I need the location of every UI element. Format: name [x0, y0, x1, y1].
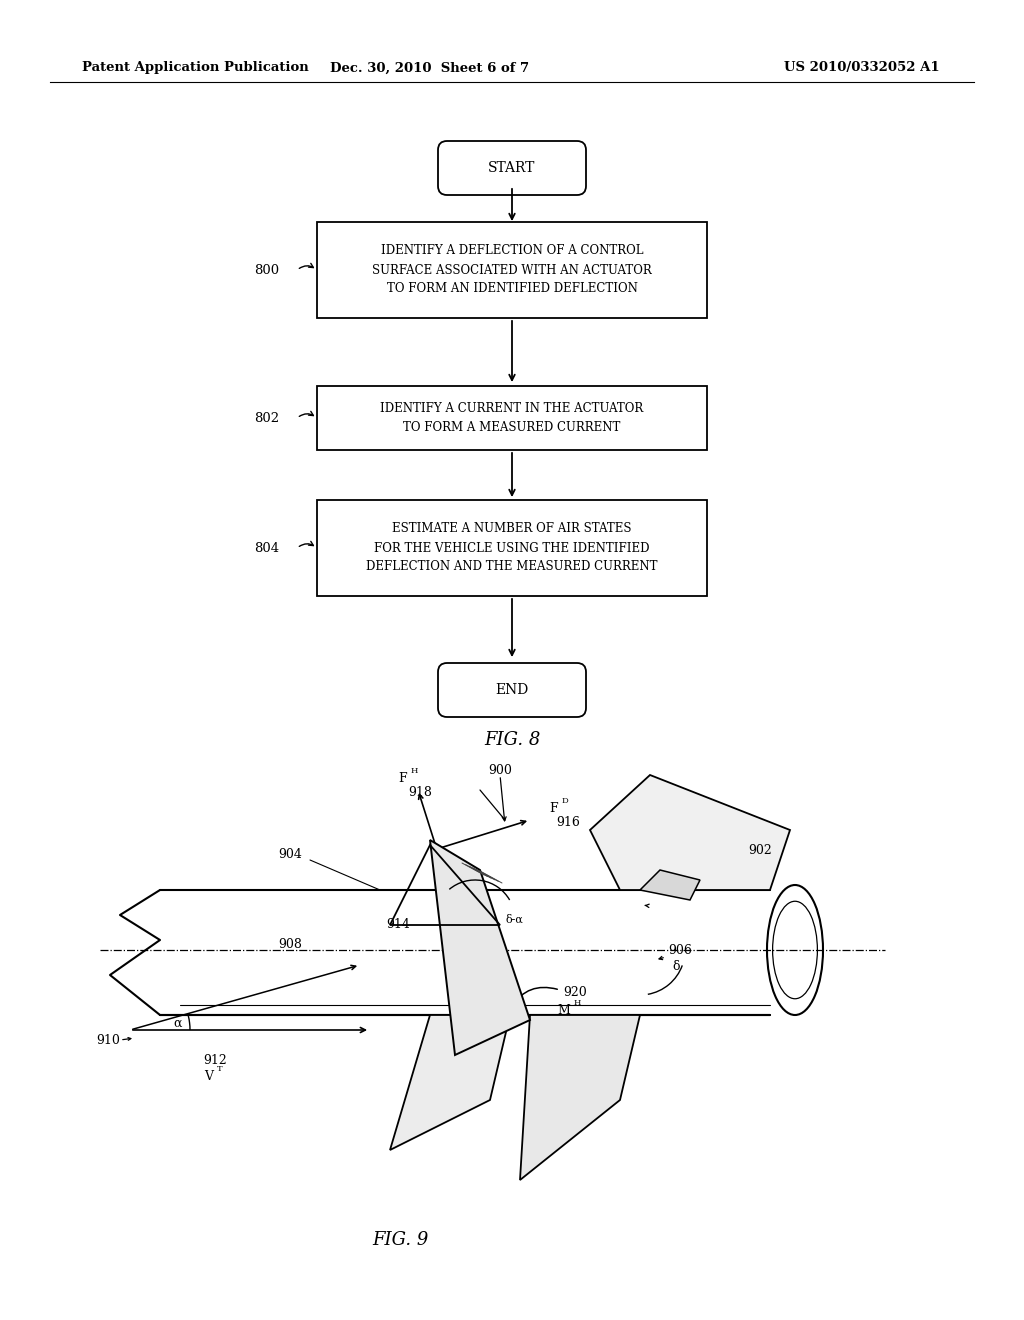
- Text: V: V: [204, 1069, 213, 1082]
- Text: 804: 804: [254, 541, 279, 554]
- Text: F: F: [398, 771, 407, 784]
- Text: Patent Application Publication: Patent Application Publication: [82, 62, 309, 74]
- Text: T: T: [217, 1065, 222, 1073]
- Text: 912: 912: [203, 1053, 227, 1067]
- Polygon shape: [520, 1015, 640, 1180]
- Text: M: M: [557, 1003, 570, 1016]
- Bar: [317, 222, 707, 318]
- Bar: [317, 500, 707, 597]
- Text: H: H: [574, 999, 582, 1007]
- Text: 904: 904: [279, 849, 302, 862]
- Bar: [317, 385, 707, 450]
- Text: 902: 902: [749, 843, 772, 857]
- Text: δ: δ: [672, 961, 680, 974]
- Polygon shape: [390, 1015, 510, 1150]
- Text: 900: 900: [488, 763, 512, 776]
- Text: START: START: [488, 161, 536, 176]
- Text: IDENTIFY A CURRENT IN THE ACTUATOR
TO FORM A MEASURED CURRENT: IDENTIFY A CURRENT IN THE ACTUATOR TO FO…: [380, 403, 644, 434]
- Text: 920: 920: [563, 986, 587, 999]
- Text: FIG. 8: FIG. 8: [483, 731, 541, 748]
- Text: 918: 918: [408, 787, 432, 800]
- Text: IDENTIFY A DEFLECTION OF A CONTROL
SURFACE ASSOCIATED WITH AN ACTUATOR
TO FORM A: IDENTIFY A DEFLECTION OF A CONTROL SURFA…: [372, 244, 652, 296]
- Text: US 2010/0332052 A1: US 2010/0332052 A1: [784, 62, 940, 74]
- Text: Dec. 30, 2010  Sheet 6 of 7: Dec. 30, 2010 Sheet 6 of 7: [331, 62, 529, 74]
- Polygon shape: [590, 775, 790, 890]
- Text: 908: 908: [279, 939, 302, 952]
- Text: 916: 916: [556, 817, 580, 829]
- Text: δ-α: δ-α: [505, 915, 523, 925]
- FancyBboxPatch shape: [438, 141, 586, 195]
- Text: END: END: [496, 682, 528, 697]
- FancyBboxPatch shape: [438, 663, 586, 717]
- Text: 914: 914: [386, 919, 410, 932]
- Text: 910: 910: [96, 1034, 120, 1047]
- Text: 800: 800: [254, 264, 279, 276]
- Text: ESTIMATE A NUMBER OF AIR STATES
FOR THE VEHICLE USING THE IDENTIFIED
DEFLECTION : ESTIMATE A NUMBER OF AIR STATES FOR THE …: [367, 523, 657, 573]
- Text: α: α: [174, 1016, 182, 1030]
- Polygon shape: [430, 840, 530, 1055]
- Text: D: D: [562, 797, 568, 805]
- Text: 906: 906: [668, 944, 692, 957]
- Text: 802: 802: [254, 412, 279, 425]
- Text: FIG. 9: FIG. 9: [372, 1232, 428, 1249]
- Text: H: H: [411, 767, 419, 775]
- Polygon shape: [640, 870, 700, 900]
- Text: F: F: [549, 801, 558, 814]
